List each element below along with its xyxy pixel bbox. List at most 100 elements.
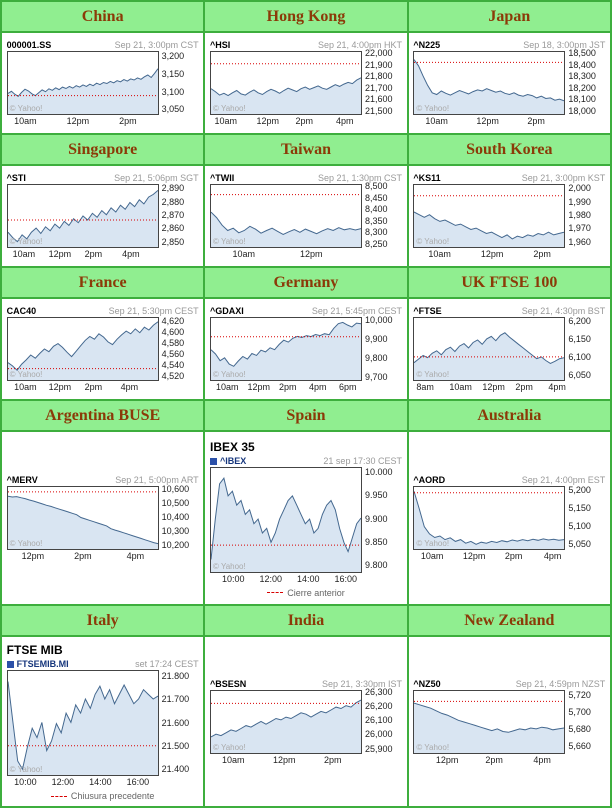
x-axis-label: 10am [425,116,448,126]
x-axis-label: 10am [449,382,472,392]
mini-chart: ^KS11 Sep 21, 3:00pm KST © Yahoo! 2,000 1,99… [411,172,608,260]
plot-area: © Yahoo! [413,317,566,381]
chart-cell-hong-kong[interactable]: ^HSI Sep 21, 4:00pm HKT © Yahoo! 22,000 21,9… [205,33,407,133]
x-axis-label: 4pm [126,551,145,561]
y-axis-label: 9,900 [364,333,388,344]
x-axis-label: 10:00 [221,573,245,584]
mini-chart: CAC40 Sep 21, 5:30pm CEST © Yahoo! 4,620 4,6… [4,305,201,393]
x-axis-labels: 10am 12pm 2pm [413,116,563,127]
chart-body: © Yahoo! 2,000 1,990 1,980 1,970 1,960 [413,184,607,248]
chart-cell-italy[interactable]: FTSE MIB FTSEMIB.MI set 17:24 CEST © Yahoo!… [2,637,204,806]
y-axis-label: 1,990 [568,196,591,207]
x-axis-label: 10am [14,116,37,126]
x-axis-label: 12pm [48,382,72,392]
quote-timestamp: Sep 21, 5:45pm CEST [311,306,402,316]
y-axis-label: 5,200 [568,485,591,496]
chart-body: © Yahoo! 5,200 5,150 5,100 5,050 [413,486,607,550]
chart-header-row: ^STI Sep 21, 5:06pm SGT [5,172,201,184]
x-axis-label: 16:00 [126,777,150,787]
chart-cell-singapore[interactable]: ^STI Sep 21, 5:06pm SGT © Yahoo! 2,890 2,880… [2,166,204,266]
x-axis-label: 8am [416,382,434,392]
x-axis-label: 2pm [278,382,297,392]
chart-cell-australia[interactable]: ^AORD Sep 21, 4:00pm EST © Yahoo! 5,200 5,15… [408,432,610,604]
chart-cell-china[interactable]: 000001.SS Sep 21, 3:00pm CST © Yahoo! 3,200… [2,33,204,133]
chart-cell-japan[interactable]: ^N225 Sep 18, 3:00pm JST © Yahoo! 18,500 18,… [408,33,610,133]
y-axis-label: 18,000 [568,105,596,116]
ticker-symbol: ^FTSE [413,306,442,316]
chart-header-row: ^MERV Sep 21, 5:00pm ART [5,474,201,486]
y-axis-label: 21.500 [161,740,190,751]
x-axis-label: 2pm [504,551,523,561]
y-axis-labels: 10,000 9,900 9,800 9,700 [362,315,404,382]
country-header-spain: Spain [205,401,407,430]
x-axis-label: 2pm [84,249,103,259]
x-axis-label: 12pm [462,551,486,561]
chart-cell-taiwan[interactable]: ^TWII Sep 21, 1:30pm CST © Yahoo! 8,500 8,45… [205,166,407,266]
y-axis-label: 2,000 [568,183,591,194]
chart-body: © Yahoo! 10,000 9,900 9,800 9,700 [209,315,404,382]
y-axis-labels: 2,890 2,880 2,870 2,860 2,850 [159,184,201,248]
y-axis-label: 8,300 [364,227,388,238]
quote-timestamp: 21 sep 17:30 CEST [323,455,402,466]
chart-cell-france[interactable]: CAC40 Sep 21, 5:30pm CEST © Yahoo! 4,620 4,6… [2,299,204,399]
chart-header-row: 000001.SS Sep 21, 3:00pm CST [5,39,201,51]
yahoo-watermark: © Yahoo! [212,561,246,571]
chart-header-row: ^KS11 Sep 21, 3:00pm KST [411,172,607,184]
country-header-uk: UK FTSE 100 [408,268,610,297]
y-axis-label: 18,300 [568,71,596,82]
y-axis-label: 6,050 [568,370,591,381]
country-header-hong-kong: Hong Kong [205,2,407,31]
chart-header-row: ^BSESN Sep 21, 3:30pm IST [208,678,404,690]
x-axis-label: 4pm [122,249,140,259]
mini-chart: ^N225 Sep 18, 3:00pm JST © Yahoo! 18,500 18,… [411,39,608,127]
y-axis-label: 18,400 [568,59,596,70]
x-axis-labels: 10am 12pm 2pm 4pm [210,116,360,127]
chart-cell-india[interactable]: ^BSESN Sep 21, 3:30pm IST © Yahoo! 26,300 26… [205,637,407,806]
y-axis-labels: 5,720 5,700 5,680 5,660 [565,690,607,754]
y-axis-label: 9.950 [364,490,388,501]
x-axis-labels: 10:00 12:00 14:00 16:00 [7,777,157,788]
x-axis-label: 2pm [295,116,313,126]
chart-cell-new-zealand[interactable]: ^NZ50 Sep 21, 4:59pm NZST © Yahoo! 5,720 5,7… [408,637,610,806]
x-axis-label: 12pm [247,382,270,392]
country-header-taiwan: Taiwan [205,135,407,164]
x-axis-labels: 12pm 2pm 4pm [413,755,563,766]
y-axis-label: 4,620 [161,316,185,327]
yahoo-watermark: © Yahoo! [9,370,43,379]
x-axis-label: 2pm [533,249,551,259]
yahoo-watermark: © Yahoo! [9,765,43,774]
yahoo-watermark: © Yahoo! [212,742,246,752]
ticker-symbol: 000001.SS [6,40,52,50]
y-axis-labels: 26,300 26,200 26,100 26,000 25,900 [362,687,404,754]
quote-timestamp: Sep 21, 4:30pm BST [521,306,606,316]
chart-cell-uk[interactable]: ^FTSE Sep 21, 4:30pm BST © Yahoo! 6,200 6,15… [408,299,610,399]
quote-timestamp: Sep 21, 5:30pm CEST [108,306,199,316]
y-axis-label: 1,970 [568,223,591,234]
yahoo-watermark: © Yahoo! [9,237,43,246]
y-axis-label: 2,860 [161,223,185,234]
x-axis-label: 12pm [480,249,504,259]
y-axis-label: 9,700 [364,371,388,382]
y-axis-label: 21.600 [161,717,190,728]
x-axis-label: 2pm [74,551,92,561]
x-axis-label: 2pm [527,116,545,126]
chart-cell-argentina[interactable]: ^MERV Sep 21, 5:00pm ART © Yahoo! 10,600 10,… [2,432,204,604]
chart-cell-south-korea[interactable]: ^KS11 Sep 21, 3:00pm KST © Yahoo! 2,000 1,99… [408,166,610,266]
yahoo-watermark: © Yahoo! [416,742,450,752]
x-axis-labels: 10am 12pm 2pm 4pm 6pm [210,382,360,393]
x-axis-label: 12pm [21,551,45,561]
y-axis-label: 10,400 [161,512,190,523]
series-legend-swatch [6,661,14,669]
x-axis-label: 12pm [272,754,296,765]
x-axis-labels: 12pm 2pm 4pm [7,551,157,562]
y-axis-label: 8,500 [364,181,388,192]
y-axis-label: 21.400 [161,764,190,775]
chart-body: © Yahoo! 5,720 5,700 5,680 5,660 [413,689,607,754]
y-axis-label: 4,560 [161,348,185,359]
ticker-symbol: ^IBEX [209,456,246,466]
chart-cell-spain[interactable]: IBEX 35 ^IBEX 21 sep 17:30 CEST © Yahoo! 10.… [205,432,407,604]
series-legend-swatch [209,457,217,465]
ticker-symbol: ^MERV [6,475,38,485]
y-axis-label: 1,980 [568,210,591,220]
chart-cell-germany[interactable]: ^GDAXI Sep 21, 5:45pm CEST © Yahoo! 10,000 9… [205,299,407,399]
